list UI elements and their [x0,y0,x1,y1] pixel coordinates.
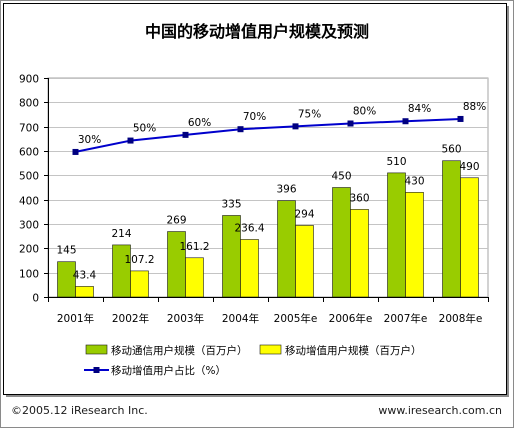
marker-vas-share-7 [457,115,464,122]
data-label-vas-share-7: 88% [463,101,486,113]
chart-title: 中国的移动增值用户规模及预测 [145,22,369,41]
line-vas-share [75,118,461,153]
x-tick-label: 2005年e [274,312,318,325]
data-label-mobile-vas-users-1: 107.2 [124,254,154,266]
data-label-mobile-vas-users-7: 490 [459,161,479,173]
data-label-vas-share-6: 84% [408,103,431,115]
data-label-mobile-vas-users-2: 161.2 [179,241,209,253]
data-label-mobile-subscribers-0: 145 [56,245,76,257]
y-tick-label: 500 [19,171,39,183]
data-label-vas-share-2: 60% [188,117,211,129]
bar-mobile-subscribers-7 [442,160,461,298]
data-label-mobile-vas-users-0: 43.4 [73,269,97,281]
marker-vas-share-4 [292,123,299,130]
data-label-vas-share-3: 70% [243,111,266,123]
y-tick-label: 200 [19,244,39,256]
data-label-mobile-vas-users-3: 236.4 [234,222,264,234]
marker-vas-share-6 [402,118,409,125]
data-label-mobile-subscribers-4: 396 [276,184,296,196]
y-tick-label: 300 [19,220,39,232]
data-label-mobile-vas-users-5: 360 [349,192,369,204]
legend-marker-vas-share [93,367,100,373]
bar-mobile-vas-users-3 [240,239,259,298]
bar-mobile-vas-users-2 [185,257,204,298]
legend-label-mobile-subscribers: 移动通信用户规模（百万户） [111,344,248,357]
bar-mobile-subscribers-6 [387,172,406,298]
y-tick-label: 800 [19,98,39,110]
x-tick-label: 2004年 [222,312,259,325]
legend-swatch-mobile-vas-users [259,344,282,355]
marker-vas-share-0 [72,148,79,155]
bar-mobile-subscribers-5 [332,187,351,298]
footer-website: www.iresearch.com.cn [378,404,502,417]
bar-mobile-subscribers-1 [112,244,131,298]
legend-label-mobile-vas-users: 移动增值用户规模（百万户） [285,344,422,357]
bar-mobile-vas-users-7 [460,177,479,298]
legend-item-mobile-subscribers: 移动通信用户规模（百万户） [85,344,248,357]
marker-vas-share-5 [347,120,354,127]
x-tick-label: 2008年e [439,312,483,325]
legend-item-vas-share: 移动增值用户占比（%） [84,364,226,377]
bar-mobile-vas-users-0 [75,286,94,298]
bar-mobile-vas-users-4 [295,225,314,298]
data-label-vas-share-5: 80% [353,106,376,118]
marker-vas-share-2 [182,131,189,138]
data-label-mobile-subscribers-2: 269 [166,215,186,227]
x-tick-label: 2006年e [329,312,373,325]
data-label-vas-share-0: 30% [78,134,101,146]
marker-vas-share-1 [127,137,134,144]
y-tick-label: 700 [19,123,39,135]
bar-mobile-vas-users-1 [130,270,149,298]
marker-vas-share-3 [237,126,244,133]
legend: 移动通信用户规模（百万户） 移动增值用户规模（百万户） 移动增值用户占比（%） [84,344,422,377]
bar-mobile-vas-users-5 [350,209,369,298]
data-label-mobile-subscribers-3: 335 [221,198,241,210]
y-tick-label: 100 [19,269,39,281]
data-label-mobile-subscribers-6: 510 [386,156,406,168]
footer-copyright: ©2005.12 iResearch Inc. [11,404,148,417]
legend-label-vas-share: 移动增值用户占比（%） [111,364,226,377]
bar-mobile-vas-users-6 [405,192,424,298]
y-tick-label: 900 [19,74,39,86]
x-tick-label: 2003年 [167,312,204,325]
x-tick-label: 2007年e [384,312,428,325]
plot-area: 0 100 200 300 400 500 600 700 800 900 145 214 269 335… [19,74,489,325]
legend-swatch-mobile-subscribers [85,344,108,355]
data-label-vas-share-4: 75% [298,108,321,120]
x-tick-label: 2001年 [57,312,94,325]
bar-mobile-subscribers-4 [277,200,296,298]
x-tick-label: 2002年 [112,312,149,325]
data-label-mobile-subscribers-5: 450 [331,171,351,183]
y-tick-label: 400 [19,196,39,208]
data-label-mobile-vas-users-4: 294 [294,208,314,220]
data-label-mobile-subscribers-1: 214 [111,228,131,240]
legend-item-mobile-vas-users: 移动增值用户规模（百万户） [259,344,422,357]
data-label-vas-share-1: 50% [133,123,156,135]
y-tick-label: 0 [32,293,39,305]
data-label-mobile-subscribers-7: 560 [441,144,461,156]
data-label-mobile-vas-users-6: 430 [404,175,424,187]
y-tick-label: 600 [19,147,39,159]
